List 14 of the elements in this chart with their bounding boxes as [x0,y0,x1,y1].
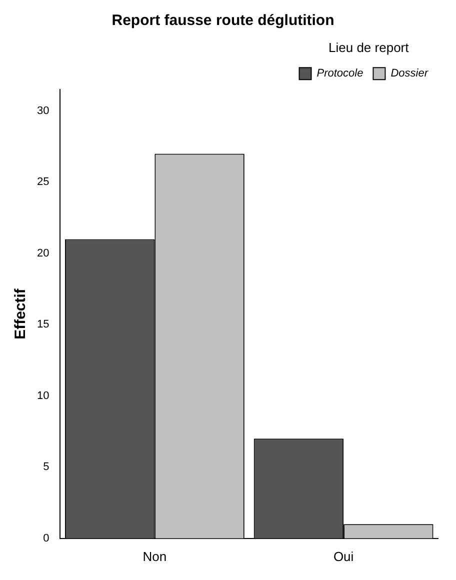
legend-title: Lieu de report [328,40,410,56]
y-tick-label: 30 [36,105,50,118]
y-axis-title: Effectif [12,288,30,340]
y-tick-label: 25 [36,176,50,188]
x-tick-label: Oui [333,548,354,564]
x-tick-label: Non [142,548,167,564]
y-tick-label: 10 [36,390,50,402]
chart-title: Report fausse route déglutition [112,12,334,30]
y-tick-label: 0 [43,532,50,544]
y-tick-label: 20 [36,247,50,260]
legend-label: Dossier [390,68,430,80]
y-tick-label: 15 [36,318,50,331]
y-tick-label: 5 [43,461,50,474]
legend-label: Protocole [316,68,364,80]
